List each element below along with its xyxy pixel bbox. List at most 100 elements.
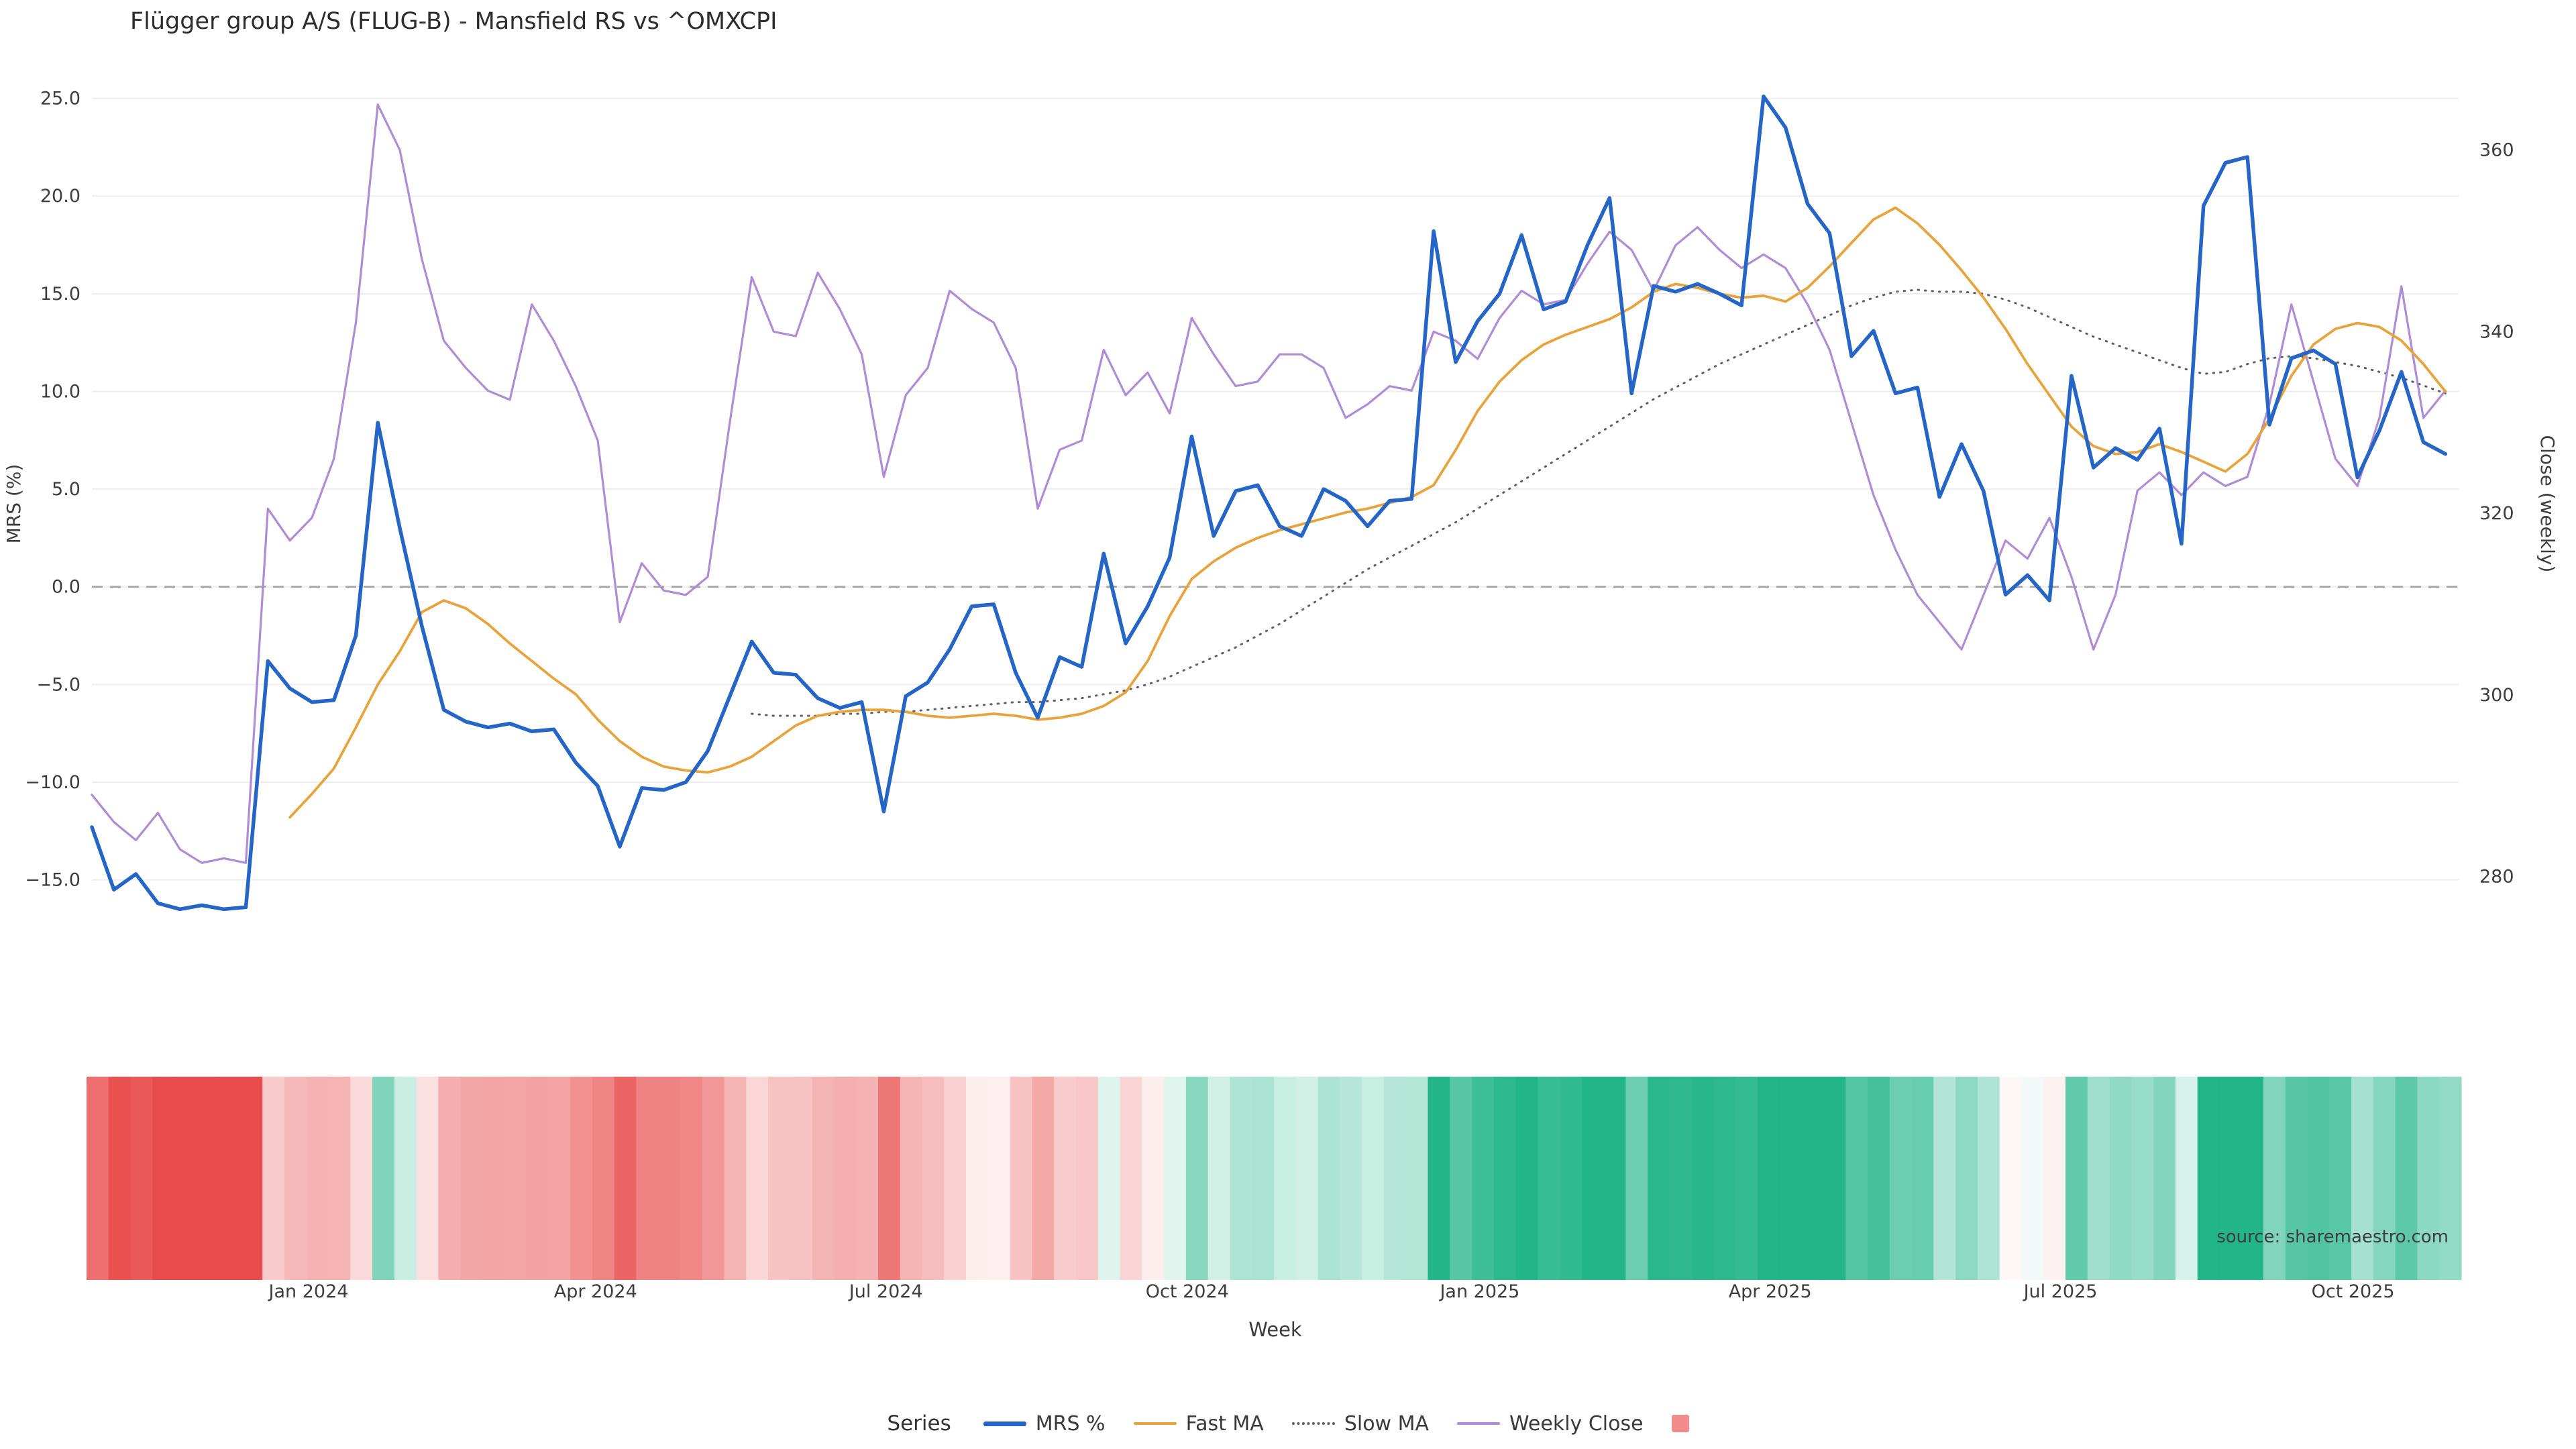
y-left-tick-label: 25.0 [40, 89, 80, 109]
x-tick-label: Apr 2025 [1729, 1281, 1812, 1302]
heatmap-cell [1845, 1077, 1868, 1280]
x-tick-label: Jul 2025 [2023, 1281, 2098, 1302]
heatmap-cell [1164, 1077, 1187, 1280]
weekly-close-swatch-line [1457, 1422, 1501, 1425]
heatmap-cell [1779, 1077, 1803, 1280]
heatmap-cell [1185, 1077, 1209, 1280]
heatmap-cell [834, 1077, 857, 1280]
heatmap-cell [350, 1077, 373, 1280]
legend-title: Series [887, 1411, 951, 1436]
y-right-tick-label: 360 [2479, 140, 2514, 161]
source-note: source: sharemaestro.com [2216, 1227, 2449, 1247]
heatmap-cell [2131, 1077, 2154, 1280]
heatmap-cell [1405, 1077, 1429, 1280]
heatmap-cell [130, 1077, 153, 1280]
heatmap-cell [1933, 1077, 1956, 1280]
heatmap-cell [1758, 1077, 1780, 1280]
heatmap-cell [2241, 1077, 2264, 1280]
y-left-tick-label: 10.0 [40, 382, 80, 402]
fast-ma-line [288, 206, 2447, 819]
heatmap-cell [636, 1077, 659, 1280]
legend-item-slow-ma: Slow MA [1291, 1412, 1429, 1436]
heatmap-cell [2065, 1077, 2088, 1280]
heatmap-cell [966, 1077, 989, 1280]
heatmap-cell [1472, 1077, 1495, 1280]
mrs-line [90, 94, 2448, 912]
heatmap-cell [482, 1077, 505, 1280]
heatmap-cell [1120, 1077, 1142, 1280]
slow-ma-line [751, 288, 2447, 717]
heatmap-cell [922, 1077, 945, 1280]
legend-item-weekly-close: Weekly Close [1457, 1412, 1644, 1436]
heatmap-cell [812, 1077, 835, 1280]
x-axis-title: Week [1248, 1318, 1302, 1341]
heatmap-cell [987, 1077, 1011, 1280]
heatmap-cell [1010, 1077, 1033, 1280]
heatmap-cell [1450, 1077, 1472, 1280]
heatmap-cell [2153, 1077, 2176, 1280]
heatmap-cell [1977, 1077, 2000, 1280]
heatmap-cell [1603, 1077, 1627, 1280]
heatmap-cell [1999, 1077, 2023, 1280]
heatmap-cell [1362, 1077, 1385, 1280]
heatmap-cell [1560, 1077, 1582, 1280]
x-tick-label: Oct 2025 [2312, 1281, 2395, 1302]
legend-label-fast-ma: Fast MA [1185, 1411, 1264, 1436]
heatmap-cell [2307, 1077, 2330, 1280]
y-left-tick-label: 5.0 [52, 479, 80, 500]
heatmap-cell [1097, 1077, 1121, 1280]
heatmap-cell [1054, 1077, 1077, 1280]
weekly-close-line [91, 103, 2447, 864]
y-left-tick-label: −10.0 [25, 772, 80, 793]
heatmap-cell [438, 1077, 461, 1280]
heatmap-cell [1076, 1077, 1099, 1280]
heatmap-cell [306, 1077, 329, 1280]
heatmap-cell [196, 1077, 219, 1280]
heatmap-cell [1889, 1077, 1913, 1280]
y-right-tick-label: 340 [2479, 321, 2514, 342]
heatmap-cell [2109, 1077, 2132, 1280]
heatmap-cell [1208, 1077, 1231, 1280]
mrs-percent-swatch-line [983, 1421, 1026, 1426]
x-tick-label: Oct 2024 [1146, 1281, 1229, 1302]
heatmap-cell [2439, 1077, 2462, 1280]
heatmap-cell [1340, 1077, 1362, 1280]
x-tick-label: Jan 2025 [1438, 1281, 1519, 1302]
legend-item-mrs-percent: MRS % [983, 1412, 1106, 1436]
heatmap-cell [2329, 1077, 2352, 1280]
y-right-axis-title: Close (weekly) [2536, 435, 2559, 573]
heatmap-cell [900, 1077, 923, 1280]
y-left-axis-title: MRS (%) [3, 464, 25, 544]
heatmap-cell [1670, 1077, 1693, 1280]
legend-item-heatmap [1671, 1415, 1689, 1432]
heatmap-cell [416, 1077, 439, 1280]
heatmap-cell [2263, 1077, 2286, 1280]
heatmap-cell [1142, 1077, 1165, 1280]
heatmap-swatch-square [1671, 1415, 1689, 1432]
heatmap-cell [1318, 1077, 1340, 1280]
heatmap-cell [108, 1077, 131, 1280]
y-left-tick-label: −15.0 [25, 870, 80, 891]
heatmap-cell [504, 1077, 527, 1280]
heatmap-cell [1032, 1077, 1055, 1280]
heatmap-cell [152, 1077, 175, 1280]
legend-label-weekly-close: Weekly Close [1509, 1411, 1644, 1436]
heatmap-cell [284, 1077, 307, 1280]
heatmap-cell [394, 1077, 417, 1280]
heatmap-cell [790, 1077, 813, 1280]
heatmap-cell [1823, 1077, 1846, 1280]
heatmap-cell [1911, 1077, 1934, 1280]
legend-item-fast-ma: Fast MA [1133, 1411, 1264, 1436]
y-right-tick-label: 320 [2479, 503, 2514, 524]
x-tick-label: Jul 2024 [848, 1281, 923, 1302]
heatmap-cell [262, 1077, 285, 1280]
y-left-tick-label: 15.0 [40, 284, 80, 305]
heatmap-cell [1691, 1077, 1715, 1280]
heatmap-cell [1252, 1077, 1275, 1280]
heatmap-cell [856, 1077, 879, 1280]
heatmap-cell [2087, 1077, 2110, 1280]
heatmap-cell [702, 1077, 725, 1280]
heatmap-cell [2043, 1077, 2066, 1280]
heatmap-cell [526, 1077, 549, 1280]
